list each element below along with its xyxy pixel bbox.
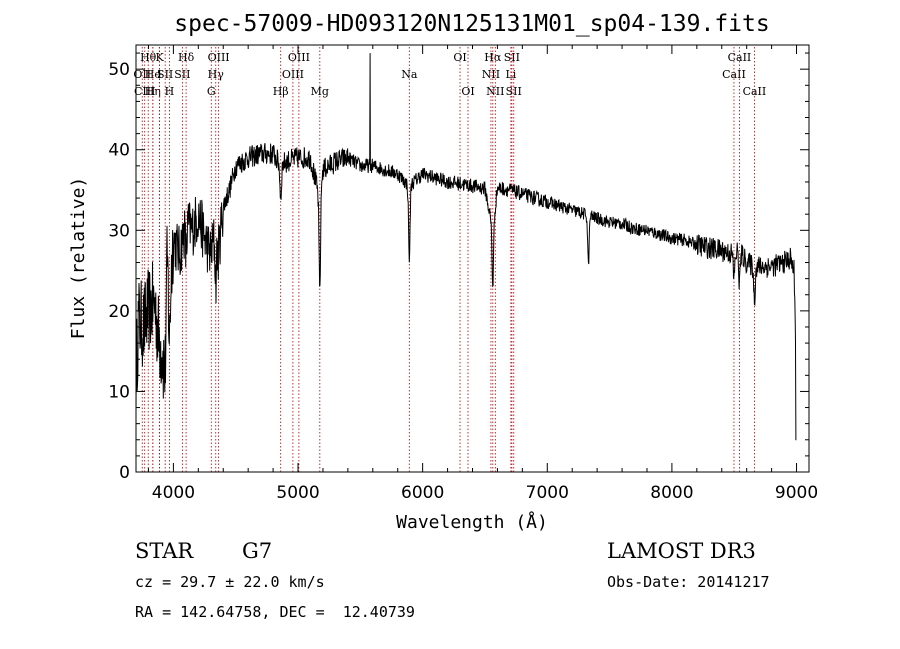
- x-tick-label: 5000: [276, 483, 319, 503]
- line-marker-label: Na: [401, 68, 418, 81]
- line-marker-label: OIII: [208, 51, 230, 64]
- line-marker-label: Li: [505, 68, 516, 81]
- coordinates-readout: RA = 142.64758, DEC = 12.40739: [135, 603, 415, 621]
- x-tick-label: 7000: [526, 483, 569, 503]
- line-marker-label: Hα: [484, 51, 502, 64]
- line-marker-label: Hη: [145, 85, 161, 98]
- object-class: STAR: [135, 539, 194, 563]
- spectrum-chart: spec-57009-HD093120N125131M01_sp04-139.f…: [68, 11, 818, 533]
- line-marker-label: I: [157, 68, 161, 81]
- line-marker-label: Hβ: [273, 85, 289, 98]
- x-tick-label: 4000: [152, 483, 195, 503]
- line-marker-label: CaII: [728, 51, 752, 64]
- x-axis-label: Wavelength (Å): [396, 511, 548, 533]
- line-marker-label: NII: [482, 68, 500, 81]
- line-marker-label: Hδ: [178, 51, 195, 64]
- y-tick-label: 10: [108, 382, 130, 402]
- line-marker-label: NII: [486, 85, 504, 98]
- line-marker-label: OI: [461, 85, 474, 98]
- line-marker-label: CIII: [134, 85, 155, 98]
- line-marker-label: OII: [133, 68, 151, 81]
- y-tick-label: 30: [108, 221, 130, 241]
- line-marker-label: CaII: [743, 85, 767, 98]
- line-marker-label: SII: [174, 68, 190, 81]
- line-marker-label: SII: [506, 85, 522, 98]
- y-tick-label: 0: [119, 463, 130, 483]
- x-axis: 4000 5000 6000 7000 8000 9000: [147, 45, 818, 503]
- line-marker-label: CaII: [722, 68, 746, 81]
- line-marker-label: G: [207, 85, 216, 98]
- redshift-readout: cz = 29.7 ± 22.0 km/s: [135, 573, 325, 591]
- line-marker-label: He: [145, 68, 161, 81]
- spectrum-line: [135, 53, 797, 441]
- y-tick-label: 50: [108, 60, 130, 80]
- x-tick-label: 9000: [775, 483, 818, 503]
- line-marker-label: Hγ: [208, 68, 225, 81]
- object-subclass: G7: [242, 539, 273, 563]
- line-marker-label: SII: [504, 51, 520, 64]
- line-marker-label: SII: [157, 68, 173, 81]
- line-marker-label: H: [165, 85, 175, 98]
- x-tick-label: 6000: [401, 483, 444, 503]
- line-marker-label: Mg: [311, 85, 329, 98]
- y-axis-label: Flux (relative): [68, 177, 89, 340]
- x-tick-label: 8000: [650, 483, 693, 503]
- line-marker-label: Hθ: [140, 51, 157, 64]
- line-marker-label: OIII: [288, 51, 310, 64]
- line-marker-label: OIII: [282, 68, 304, 81]
- survey-name: LAMOST DR3: [607, 539, 756, 563]
- y-tick-label: 40: [108, 141, 130, 161]
- observation-date: Obs-Date: 20141217: [607, 573, 770, 591]
- line-marker-label: OI: [453, 51, 466, 64]
- y-axis: 0 10 20 30 40 50: [108, 52, 809, 483]
- y-tick-label: 20: [108, 302, 130, 322]
- emission-line-markers: OIICIIIHθHeHηKISIIHHδSIIGHγOIIIHβOIIIOII…: [133, 47, 766, 472]
- chart-title: spec-57009-HD093120N125131M01_sp04-139.f…: [174, 11, 769, 37]
